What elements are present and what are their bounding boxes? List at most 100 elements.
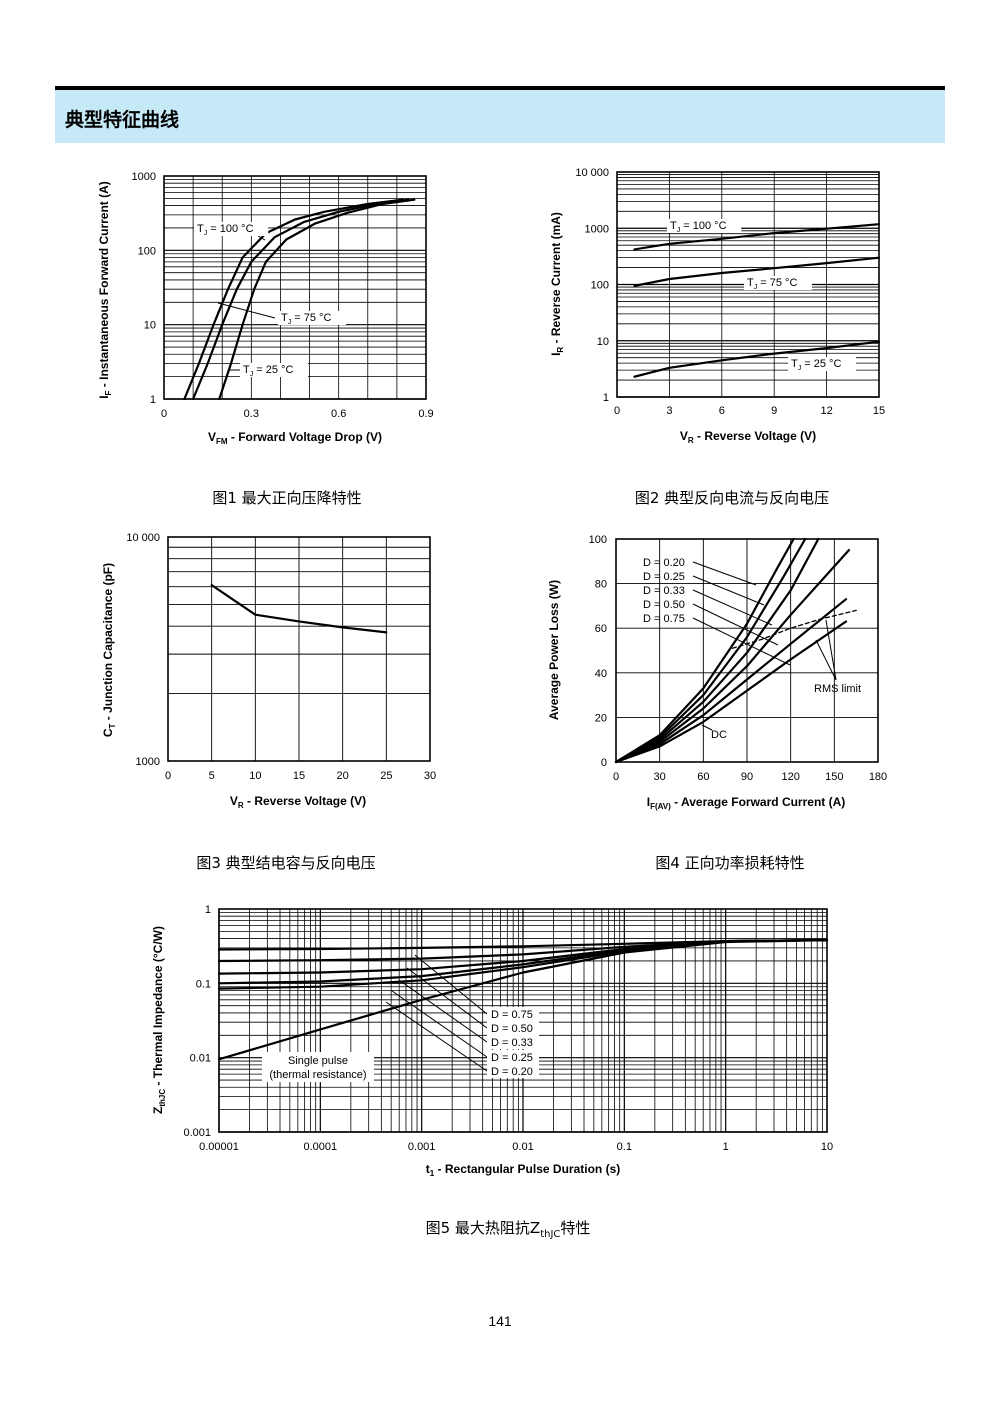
- fig5-legend-label: D = 0.20: [491, 1066, 533, 1078]
- fig2-series-label-main: T: [791, 358, 798, 370]
- fig4-rms-limit-line: [731, 609, 857, 649]
- fig4-series-line: [614, 537, 820, 764]
- fig4-xtick-label: 150: [825, 771, 843, 783]
- fig2-series-label-sub: J: [798, 365, 802, 372]
- fig4-ytick-label: 20: [595, 712, 607, 724]
- fig2-series-line: [633, 256, 881, 287]
- fig4-legend-leader: [692, 589, 773, 626]
- fig5-xtick-label: 0.0001: [304, 1141, 338, 1153]
- fig2-ytick-label: 1000: [585, 223, 609, 235]
- fig2-series-label: TJ = 25 °C: [791, 358, 841, 372]
- fig4-ytick-label: 60: [595, 623, 607, 635]
- fig3-ytick-label: 10 000: [126, 532, 160, 544]
- fig4-xtick-label: 90: [741, 771, 753, 783]
- fig2-xtick-label: 12: [820, 405, 832, 417]
- fig5-legend-bg: [487, 1035, 539, 1049]
- fig2-series-label-main: T: [747, 277, 754, 289]
- fig3-xtick-label: 0: [165, 770, 171, 782]
- fig4-ytick-label: 80: [595, 579, 607, 591]
- fig5-legend-label: D = 0.33: [491, 1037, 533, 1049]
- fig2-series-label: TJ = 100 °C: [670, 220, 727, 234]
- fig5-single-pulse-label: Single pulse: [288, 1055, 348, 1067]
- fig5-legend-bg: [487, 1050, 539, 1064]
- fig4-legend-leader: [692, 575, 765, 606]
- fig4-x-axis-label-main: I: [647, 795, 650, 809]
- fig3-xtick-label: 30: [424, 770, 436, 782]
- fig2-xtick-label: 0: [614, 405, 620, 417]
- fig3-y-axis-label-rest: - Junction Capacitance (pF): [101, 563, 115, 724]
- fig4-legend-leader: [692, 603, 779, 646]
- fig3-y-axis-label: CT - Junction Capacitance (pF): [101, 563, 117, 737]
- fig1-series-line: [218, 198, 416, 401]
- fig4-ytick-label: 100: [589, 534, 607, 546]
- fig2-frame: [616, 171, 880, 398]
- fig5-y-axis-label-rest: - Thermal Impedance (°C/W): [151, 926, 165, 1089]
- fig5-ytick-label: 1: [205, 904, 211, 916]
- caption-fig3: 图3 典型结电容与反向电压: [196, 854, 376, 872]
- fig5-x-axis-label-sub: 1: [430, 1169, 435, 1178]
- fig2-series-label-sub: J: [754, 284, 758, 291]
- fig3-xtick-label: 25: [380, 770, 392, 782]
- fig1-y-axis-label-rest: - Instantaneous Forward Current (A): [97, 181, 111, 390]
- fig4-x-axis-label-sub: F(AV): [650, 802, 671, 811]
- fig5-legend-leader: [406, 967, 488, 1029]
- fig3-xtick-label: 10: [249, 770, 261, 782]
- fig4-annotation-leader: [815, 639, 837, 681]
- fig1-xtick-label: 0.3: [244, 408, 259, 420]
- fig4-ytick-label: 40: [595, 668, 607, 680]
- caption-fig1: 图1 最大正向压降特性: [212, 489, 362, 507]
- fig2-series-label-sub: J: [677, 227, 681, 234]
- fig1-leader: [257, 235, 266, 241]
- fig5-xtick-label: 0.001: [408, 1141, 436, 1153]
- fig2-y-axis-label-main: I: [549, 353, 563, 356]
- caption-fig5-text: 图5 最大热阻抗Z: [425, 1219, 541, 1237]
- fig4-dc-label: DC: [711, 729, 727, 741]
- fig3-xtick-label: 20: [337, 770, 349, 782]
- fig1-series-label-group: TJ = 100 °C: [194, 222, 269, 237]
- fig2-xtick-label: 6: [719, 405, 725, 417]
- fig4-x-axis-label: IF(AV) - Average Forward Current (A): [647, 795, 846, 811]
- caption-fig5: 图5 最大热阻抗ZthJC特性: [426, 1217, 591, 1240]
- fig4-legend-leader: [692, 617, 791, 666]
- fig1-ytick-label: 10: [144, 320, 156, 332]
- fig5-y-axis-label-main: Z: [151, 1107, 165, 1114]
- fig1-y-axis-label-main: I: [97, 395, 111, 398]
- fig1-series-label-rest: = 100 °C: [207, 223, 253, 235]
- fig3-y-axis-label-main: C: [101, 728, 115, 737]
- fig3-series-line: [210, 584, 388, 634]
- fig3-x-axis-label-main: V: [230, 794, 238, 808]
- fig1-x-axis-label-rest: - Forward Voltage Drop (V): [228, 430, 382, 444]
- fig5-ytick-label: 0.01: [190, 1053, 211, 1065]
- fig1-series-label: TJ = 25 °C: [243, 364, 293, 378]
- fig2-y-axis-label-rest: - Reverse Current (mA): [549, 212, 563, 347]
- fig1-x-axis-label-sub: FM: [216, 437, 228, 446]
- fig3-y-axis-label-sub: T: [108, 723, 117, 728]
- fig2-y-axis-label-sub: R: [556, 347, 565, 353]
- fig3-xtick-label: 5: [209, 770, 215, 782]
- fig5-legend-leader: [385, 1001, 488, 1072]
- fig4-y-axis-label-main: Average Power Loss (W): [547, 580, 561, 720]
- fig4-legend-label: D = 0.20: [643, 557, 685, 569]
- fig3-frame: [167, 536, 431, 762]
- fig5-ytick-label: 0.1: [196, 978, 211, 990]
- fig4-xtick-label: 60: [697, 771, 709, 783]
- fig1-ytick-label: 100: [138, 245, 156, 257]
- fig1-series-label-group: TJ = 25 °C: [240, 363, 308, 378]
- caption-fig5-subscript: thJC: [540, 1229, 561, 1240]
- fig1-series-label-rest: = 75 °C: [291, 312, 331, 324]
- fig5-legend-bg: [487, 1007, 539, 1021]
- fig3-x-axis-label-sub: R: [238, 801, 244, 810]
- fig1-series-label-bg: [194, 222, 269, 236]
- fig2-series-label-group: TJ = 75 °C: [744, 276, 812, 291]
- fig3-ytick-label: 1000: [136, 756, 160, 768]
- fig2-xtick-label: 3: [666, 405, 672, 417]
- caption-fig4: 图4 正向功率损耗特性: [655, 854, 805, 872]
- fig1-series-label-main: T: [197, 223, 204, 235]
- fig3-x-axis-label: VR - Reverse Voltage (V): [230, 794, 366, 810]
- fig2-ytick-label: 10: [597, 336, 609, 348]
- fig2-series-label-bg: [788, 357, 856, 371]
- fig4-frame: [615, 538, 879, 763]
- fig5-x-axis-label: t1 - Rectangular Pulse Duration (s): [426, 1162, 620, 1178]
- section-header: 典型特征曲线: [55, 90, 945, 143]
